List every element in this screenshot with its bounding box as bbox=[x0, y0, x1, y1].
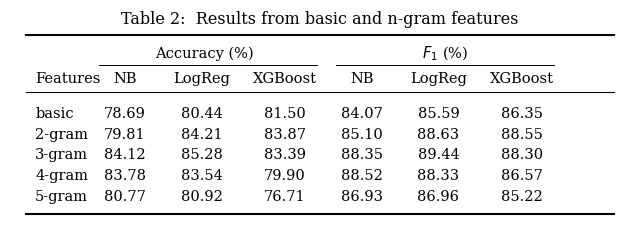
Text: 4-gram: 4-gram bbox=[35, 168, 88, 182]
Text: 3-gram: 3-gram bbox=[35, 148, 88, 161]
Text: 76.71: 76.71 bbox=[264, 189, 306, 203]
Text: Accuracy (%): Accuracy (%) bbox=[156, 47, 254, 61]
Text: 88.33: 88.33 bbox=[417, 168, 460, 182]
Text: 84.12: 84.12 bbox=[104, 148, 146, 161]
Text: 86.35: 86.35 bbox=[500, 106, 543, 120]
Text: NB: NB bbox=[350, 72, 373, 86]
Text: 86.57: 86.57 bbox=[500, 168, 543, 182]
Text: 5-gram: 5-gram bbox=[35, 189, 88, 203]
Text: 88.30: 88.30 bbox=[500, 148, 543, 161]
Text: 85.28: 85.28 bbox=[180, 148, 223, 161]
Text: 83.54: 83.54 bbox=[180, 168, 223, 182]
Text: 85.59: 85.59 bbox=[417, 106, 460, 120]
Text: 84.21: 84.21 bbox=[180, 127, 223, 141]
Text: 2-gram: 2-gram bbox=[35, 127, 88, 141]
Text: 81.50: 81.50 bbox=[264, 106, 306, 120]
Text: XGBoost: XGBoost bbox=[490, 72, 554, 86]
Text: 86.96: 86.96 bbox=[417, 189, 460, 203]
Text: 89.44: 89.44 bbox=[417, 148, 460, 161]
Text: 88.35: 88.35 bbox=[340, 148, 383, 161]
Text: 85.10: 85.10 bbox=[340, 127, 383, 141]
Text: 84.07: 84.07 bbox=[340, 106, 383, 120]
Text: basic: basic bbox=[35, 106, 74, 120]
Text: 85.22: 85.22 bbox=[500, 189, 543, 203]
Text: 83.78: 83.78 bbox=[104, 168, 146, 182]
Text: $F_1$ (%): $F_1$ (%) bbox=[422, 45, 468, 63]
Text: 79.81: 79.81 bbox=[104, 127, 146, 141]
Text: Features: Features bbox=[35, 72, 100, 86]
Text: LogReg: LogReg bbox=[173, 72, 230, 86]
Text: 88.55: 88.55 bbox=[500, 127, 543, 141]
Text: 86.93: 86.93 bbox=[340, 189, 383, 203]
Text: Table 2:  Results from basic and n-gram features: Table 2: Results from basic and n-gram f… bbox=[121, 11, 519, 28]
Text: 79.90: 79.90 bbox=[264, 168, 306, 182]
Text: 80.44: 80.44 bbox=[180, 106, 223, 120]
Text: 83.39: 83.39 bbox=[264, 148, 306, 161]
Text: NB: NB bbox=[113, 72, 136, 86]
Text: 88.63: 88.63 bbox=[417, 127, 460, 141]
Text: LogReg: LogReg bbox=[410, 72, 467, 86]
Text: 83.87: 83.87 bbox=[264, 127, 306, 141]
Text: 80.77: 80.77 bbox=[104, 189, 146, 203]
Text: XGBoost: XGBoost bbox=[253, 72, 317, 86]
Text: 88.52: 88.52 bbox=[340, 168, 383, 182]
Text: 80.92: 80.92 bbox=[180, 189, 223, 203]
Text: 78.69: 78.69 bbox=[104, 106, 146, 120]
